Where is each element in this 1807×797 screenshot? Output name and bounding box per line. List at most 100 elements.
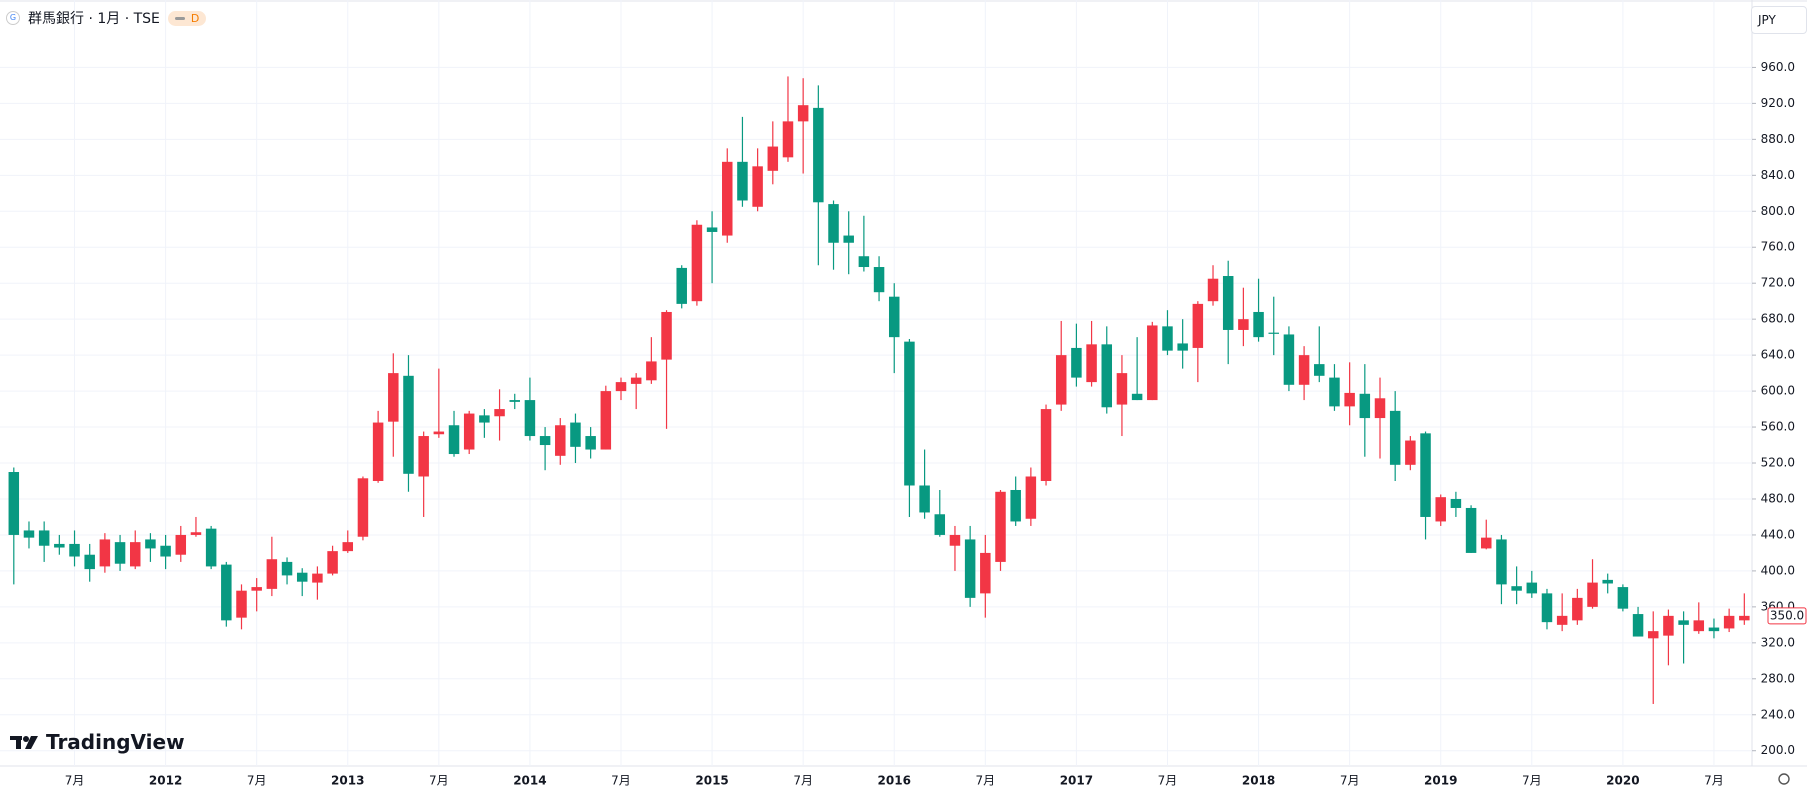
candle-body	[1040, 409, 1052, 481]
candle-body	[524, 400, 536, 437]
candle-body	[904, 341, 915, 486]
candle-body	[691, 224, 703, 302]
candle-body	[1526, 582, 1538, 594]
candle-body	[251, 587, 262, 591]
candle-body	[585, 436, 596, 450]
candle-body	[919, 485, 930, 513]
candle-body	[1617, 587, 1629, 609]
candle-body	[767, 146, 779, 171]
candle-body	[160, 545, 171, 557]
candle-body	[813, 107, 824, 203]
currency-button[interactable]: JPY	[1751, 6, 1807, 34]
candle-body	[175, 534, 187, 555]
candle-body	[1450, 498, 1462, 508]
candle-body	[448, 425, 460, 455]
candle-body	[1556, 615, 1568, 625]
settings-icon[interactable]	[1778, 773, 1790, 785]
candle-body	[281, 561, 293, 576]
candle-body	[129, 542, 141, 567]
x-tick-label: 2014	[513, 774, 546, 788]
candle-body	[661, 311, 672, 360]
candle-body	[782, 121, 794, 158]
candle-body	[1329, 377, 1340, 407]
candle-body	[1723, 615, 1735, 629]
candle-body	[1511, 586, 1522, 591]
candle-body	[615, 382, 627, 392]
candle-body	[1344, 392, 1355, 407]
candle-body	[1374, 398, 1386, 419]
candle-body	[1647, 631, 1659, 639]
candle-body	[1192, 303, 1204, 348]
x-tick-label: 7月	[1704, 774, 1724, 788]
candle-body	[372, 422, 384, 481]
x-tick-label: 2015	[695, 774, 728, 788]
candle-body	[539, 436, 551, 446]
candle-body	[388, 373, 399, 422]
candle-body	[1162, 326, 1173, 351]
x-tick-label: 2013	[331, 774, 364, 788]
candle-body	[1147, 325, 1158, 401]
y-tick-label: 560.0	[1761, 420, 1795, 434]
candle-body	[1693, 620, 1705, 632]
badge-text: D	[190, 11, 200, 25]
y-tick-label: 920.0	[1761, 96, 1795, 110]
candle-body	[676, 267, 687, 304]
last-price-label: 350.0	[1770, 608, 1804, 622]
y-tick-label: 480.0	[1761, 491, 1795, 505]
candle-body	[828, 204, 839, 243]
y-tick-label: 320.0	[1761, 635, 1795, 649]
candle-body	[570, 422, 581, 447]
candle-body	[403, 375, 414, 474]
candle-body	[99, 539, 111, 567]
status-badge[interactable]: D	[167, 10, 207, 26]
symbol-title[interactable]: 群馬銀行 · 1月 · TSE	[28, 11, 160, 27]
x-tick-label: 7月	[1340, 774, 1360, 788]
x-tick-label: 7月	[1158, 774, 1178, 788]
candle-body	[1101, 344, 1113, 408]
candle-body	[1389, 410, 1401, 465]
candle-body	[1587, 582, 1598, 607]
y-tick-label: 640.0	[1761, 348, 1795, 362]
y-tick-label: 400.0	[1761, 563, 1795, 577]
candle-body	[1055, 355, 1067, 405]
candle-body	[1222, 276, 1234, 330]
candle-body	[1708, 627, 1720, 632]
candle-body	[418, 436, 429, 477]
x-tick-label: 7月	[611, 774, 631, 788]
candle-body	[236, 590, 247, 618]
candle-body	[934, 514, 946, 535]
candle-body	[873, 267, 885, 293]
candle-body	[1572, 597, 1583, 621]
y-tick-label: 600.0	[1761, 384, 1795, 398]
candle-body	[1177, 343, 1188, 351]
x-tick-label: 7月	[65, 774, 85, 788]
x-tick-label: 2016	[878, 774, 911, 788]
candle-body	[995, 491, 1006, 562]
x-tick-label: 2017	[1060, 774, 1093, 788]
candle-body	[1359, 393, 1371, 419]
candle-body	[479, 415, 490, 423]
candle-body	[737, 161, 748, 201]
x-tick-label: 7月	[1522, 774, 1542, 788]
y-tick-label: 680.0	[1761, 312, 1795, 326]
brand-text: TradingView	[46, 730, 185, 754]
candle-body	[433, 431, 445, 435]
candle-body	[38, 530, 50, 546]
brand-logo: TradingView	[10, 730, 185, 754]
candle-body	[1420, 433, 1431, 517]
candle-body	[205, 528, 217, 567]
candle-body	[54, 543, 65, 548]
candle-body	[1632, 614, 1644, 637]
candle-body	[1314, 364, 1325, 376]
x-tick-label: 2020	[1606, 774, 1639, 788]
candle-body	[266, 559, 278, 589]
y-tick-label: 720.0	[1761, 276, 1795, 290]
candle-body	[509, 400, 520, 402]
candle-body	[296, 572, 308, 582]
candle-body	[357, 478, 369, 537]
candle-body	[1496, 539, 1507, 585]
candle-body	[1071, 347, 1082, 378]
y-tick-label: 800.0	[1761, 204, 1795, 218]
candle-body	[1678, 620, 1689, 625]
candle-body	[23, 530, 35, 538]
